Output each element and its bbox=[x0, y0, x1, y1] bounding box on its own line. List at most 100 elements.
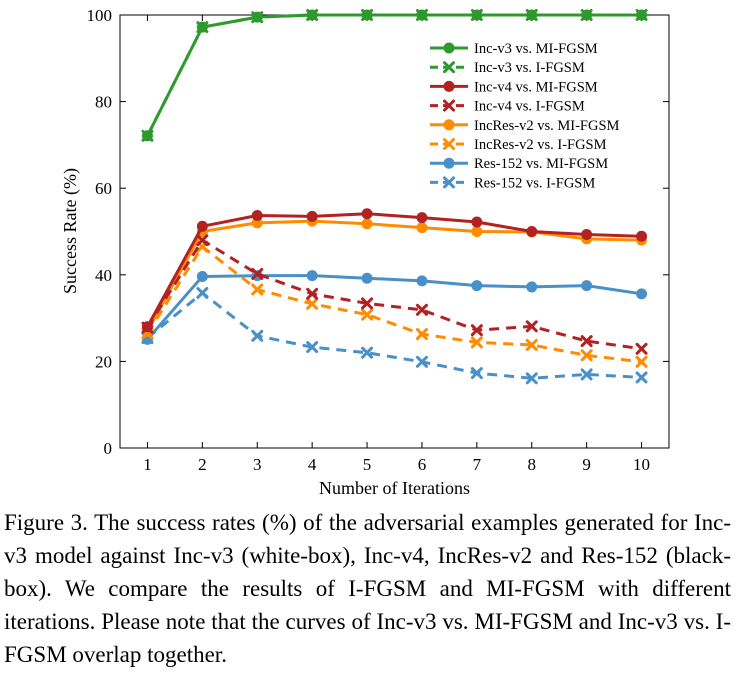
data-point bbox=[196, 220, 208, 232]
data-point bbox=[196, 271, 208, 283]
data-point bbox=[361, 297, 374, 310]
data-point bbox=[251, 283, 264, 296]
data-point bbox=[141, 130, 153, 142]
series-line bbox=[146, 291, 642, 380]
data-point bbox=[415, 303, 428, 316]
data-point bbox=[581, 229, 593, 241]
legend-label: Res-152 vs. I-FGSM bbox=[474, 175, 595, 191]
data-point bbox=[415, 328, 428, 341]
data-point bbox=[141, 321, 153, 333]
series-lines bbox=[141, 9, 648, 385]
x-tick-label: 7 bbox=[473, 455, 482, 474]
series-line bbox=[146, 245, 642, 364]
data-point bbox=[196, 234, 209, 247]
legend-label: Inc-v3 vs. I-FGSM bbox=[474, 60, 585, 76]
data-point bbox=[636, 230, 648, 242]
x-tick-label: 1 bbox=[143, 455, 152, 474]
data-point bbox=[196, 21, 208, 33]
legend-label: Res-152 vs. MI-FGSM bbox=[474, 156, 608, 172]
data-point bbox=[636, 288, 648, 300]
x-tick-label: 10 bbox=[633, 455, 650, 474]
data-point bbox=[580, 368, 593, 381]
legend-label: Inc-v4 vs. I-FGSM bbox=[474, 99, 585, 115]
data-point bbox=[306, 287, 319, 300]
legend-item: Res-152 vs. I-FGSM bbox=[430, 175, 595, 191]
series-5 bbox=[141, 240, 648, 368]
data-point bbox=[306, 210, 318, 222]
series-line bbox=[146, 212, 642, 328]
data-point bbox=[416, 275, 428, 287]
legend-label: Inc-v3 vs. MI-FGSM bbox=[474, 41, 598, 57]
legend-label: IncRes-v2 vs. I-FGSM bbox=[474, 137, 607, 153]
series-line bbox=[146, 219, 642, 332]
series-3 bbox=[141, 234, 648, 355]
data-point bbox=[635, 371, 648, 384]
legend-swatch-marker bbox=[443, 99, 455, 112]
data-point bbox=[361, 218, 373, 230]
data-point bbox=[251, 267, 264, 280]
legend-item: Inc-v3 vs. MI-FGSM bbox=[430, 41, 598, 57]
x-tick-label: 5 bbox=[363, 455, 372, 474]
legend-swatch-marker bbox=[443, 61, 455, 74]
data-point bbox=[471, 9, 483, 21]
data-point bbox=[635, 355, 648, 368]
y-tick-label: 60 bbox=[95, 179, 112, 198]
legend-swatch-marker bbox=[443, 157, 455, 169]
series-line bbox=[146, 13, 642, 137]
legend-item: IncRes-v2 vs. MI-FGSM bbox=[430, 118, 620, 134]
series-2 bbox=[141, 208, 648, 333]
data-point bbox=[416, 9, 428, 21]
series-line bbox=[146, 274, 642, 341]
data-point bbox=[580, 335, 593, 348]
series-line bbox=[146, 238, 642, 351]
data-point bbox=[471, 280, 483, 292]
data-point bbox=[526, 9, 538, 21]
legend-label: IncRes-v2 vs. MI-FGSM bbox=[474, 118, 620, 134]
legend-item: IncRes-v2 vs. I-FGSM bbox=[430, 137, 607, 153]
data-point bbox=[416, 222, 428, 234]
data-point bbox=[580, 349, 593, 362]
x-tick-label: 3 bbox=[253, 455, 262, 474]
x-tick-label: 8 bbox=[528, 455, 537, 474]
data-point bbox=[196, 286, 209, 299]
data-point bbox=[581, 280, 593, 292]
legend-item: Inc-v4 vs. MI-FGSM bbox=[430, 79, 598, 95]
data-point bbox=[251, 11, 263, 23]
data-point bbox=[361, 9, 373, 21]
data-point bbox=[306, 341, 319, 354]
data-point bbox=[306, 9, 318, 21]
legend-label: Inc-v4 vs. MI-FGSM bbox=[474, 79, 598, 95]
y-tick-label: 20 bbox=[95, 352, 112, 371]
legend-item: Res-152 vs. MI-FGSM bbox=[430, 156, 608, 172]
legend-swatch-marker bbox=[443, 42, 455, 54]
legend-item: Inc-v4 vs. I-FGSM bbox=[430, 99, 585, 115]
x-tick-label: 9 bbox=[582, 455, 591, 474]
data-point bbox=[416, 212, 428, 224]
data-point bbox=[470, 324, 483, 337]
data-point bbox=[471, 226, 483, 237]
data-point bbox=[581, 9, 593, 21]
data-point bbox=[525, 320, 538, 333]
data-point bbox=[635, 342, 648, 355]
y-axis-title: Success Rate (%) bbox=[60, 168, 81, 294]
data-point bbox=[361, 272, 373, 284]
y-tick-label: 0 bbox=[104, 439, 113, 458]
data-point bbox=[525, 372, 538, 385]
series-0 bbox=[141, 9, 648, 142]
data-point bbox=[471, 216, 483, 228]
series-7 bbox=[141, 286, 648, 385]
y-tick-label: 40 bbox=[95, 266, 112, 285]
y-tick-label: 100 bbox=[87, 6, 113, 25]
data-point bbox=[525, 338, 538, 351]
data-point bbox=[361, 346, 374, 359]
data-point bbox=[251, 329, 264, 342]
legend-swatch-marker bbox=[443, 176, 455, 189]
data-point bbox=[526, 281, 538, 293]
x-tick-label: 4 bbox=[308, 455, 317, 474]
data-point bbox=[306, 297, 319, 310]
data-point bbox=[361, 208, 373, 220]
series-6 bbox=[141, 270, 648, 345]
legend-swatch-marker bbox=[443, 138, 455, 150]
data-point bbox=[526, 226, 538, 237]
